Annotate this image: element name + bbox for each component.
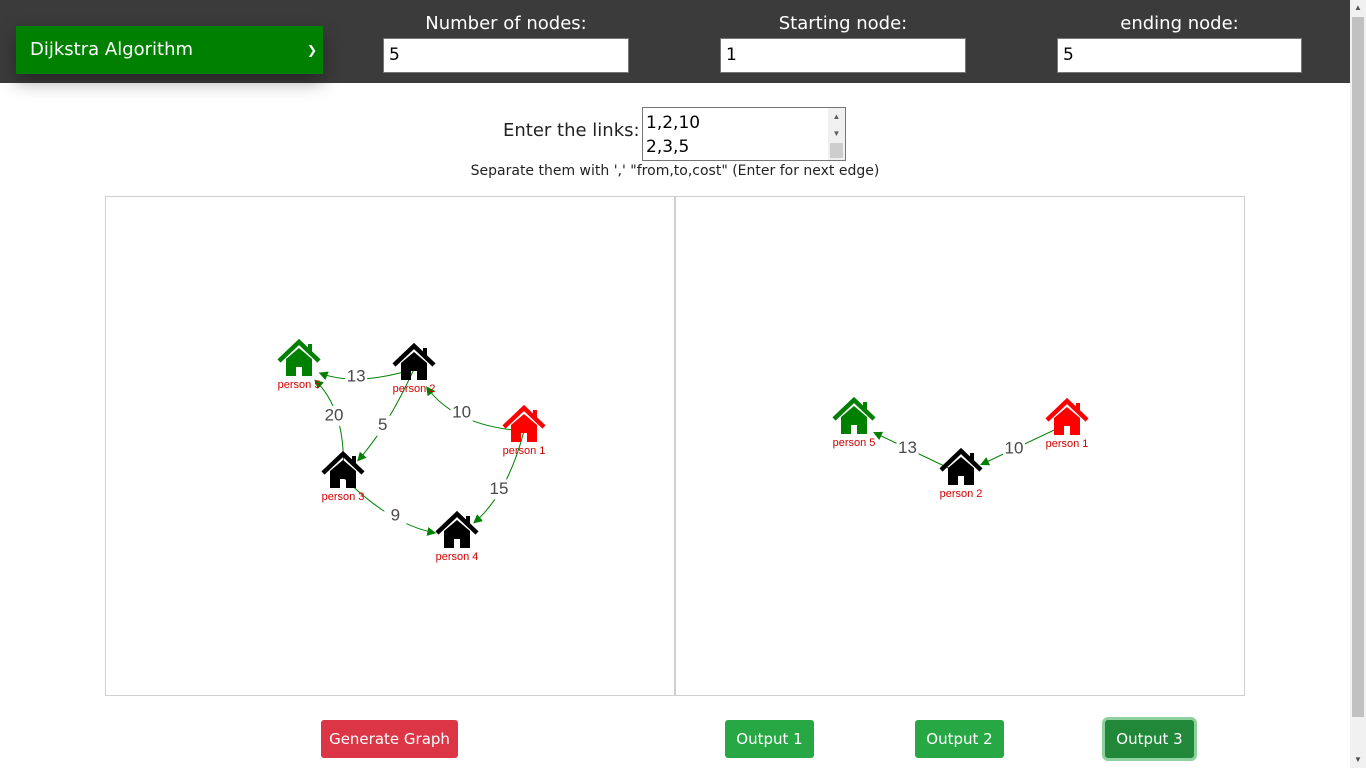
output-graph-canvas[interactable]: 10 13 person 1 person 2 person 5 [676,197,1244,695]
edge-cost-label: 10 [1005,438,1024,457]
house-icon[interactable] [502,404,546,442]
edge-cost-label: 13 [898,438,917,457]
edge-label-bg [896,438,919,459]
node-label: person 3 [322,491,365,503]
output-3-button[interactable]: Output 3 [1105,720,1194,758]
output-2-button[interactable]: Output 2 [915,720,1004,758]
links-scroll-thumb[interactable] [830,143,843,158]
edge-cost-label: 5 [378,415,387,434]
edge-label-bg [384,505,407,526]
generate-graph-button[interactable]: Generate Graph [321,720,458,758]
house-icon[interactable] [832,396,876,434]
node-label: person 5 [833,437,876,449]
start-node-field: Starting node: 1 [720,12,966,73]
top-toolbar: Dijkstra Algorithm ❯ Number of nodes: 5 … [0,0,1350,83]
scroll-up-icon[interactable]: ▲ [832,112,841,121]
scroll-up-icon[interactable]: ▲ [1354,3,1362,12]
house-icon[interactable] [939,447,983,485]
house-icon[interactable] [321,450,365,488]
num-nodes-field: Number of nodes: 5 [383,12,629,73]
edge-label-bg [371,415,394,436]
node-label: person 2 [940,488,983,500]
page-scroll-thumb[interactable] [1352,17,1364,717]
scroll-down-icon[interactable]: ▼ [1354,755,1362,764]
start-node-label: Starting node: [778,13,908,34]
output-1-button[interactable]: Output 1 [725,720,814,758]
num-nodes-label: Number of nodes: [425,13,587,34]
links-hint: Separate them with ',' "from,to,cost" (E… [470,163,880,179]
page-scrollbar[interactable]: ▲ ▼ [1350,0,1366,768]
node-label: person 1 [1046,438,1089,450]
house-icon[interactable] [1045,397,1089,435]
edge-cost-label: 20 [325,405,344,424]
start-node-input[interactable]: 1 [720,38,966,73]
chevron-down-icon: ❯ [306,43,317,57]
output-graph-panel: 10 13 person 1 person 2 person 5 [675,196,1245,696]
edge-label-bg [345,366,368,387]
edge-label-bg [450,403,473,424]
algorithm-select-value: Dijkstra Algorithm [30,39,194,60]
graph-edge [314,379,344,478]
edge-label-bg [487,479,510,500]
node-label: person 1 [503,445,546,457]
links-label: Enter the links: [503,120,640,141]
node-label: person 2 [393,383,436,395]
end-node-label: ending node: [1120,13,1239,34]
input-graph-canvas[interactable]: 10 5 15 9 20 13 person 1 person 2 person 3 person… [106,197,674,695]
house-icon[interactable] [277,338,321,376]
node-label: person 5 [278,379,321,391]
links-textarea-text: 1,2,10 2,3,5 [646,113,701,157]
edge-cost-label: 9 [391,505,400,524]
house-icon[interactable] [392,342,436,380]
num-nodes-input[interactable]: 5 [383,38,629,73]
edge-cost-label: 15 [489,479,508,498]
edge-label-bg [323,405,346,426]
links-scrollbar[interactable]: ▲ ▼ [828,108,845,160]
edge-cost-label: 13 [347,366,366,385]
scroll-down-icon[interactable]: ▼ [832,129,841,138]
house-icon[interactable] [435,510,479,548]
end-node-field: ending node: 5 [1057,12,1302,73]
edge-label-bg [1003,439,1025,459]
input-graph-panel: 10 5 15 9 20 13 person 1 person 2 person 3 person… [105,196,675,696]
edge-cost-label: 10 [452,403,471,422]
node-label: person 4 [436,551,479,563]
end-node-input[interactable]: 5 [1057,38,1302,73]
links-textarea[interactable]: 1,2,10 2,3,5 ▲ ▼ [642,107,846,161]
algorithm-select[interactable]: Dijkstra Algorithm ❯ [16,26,323,74]
